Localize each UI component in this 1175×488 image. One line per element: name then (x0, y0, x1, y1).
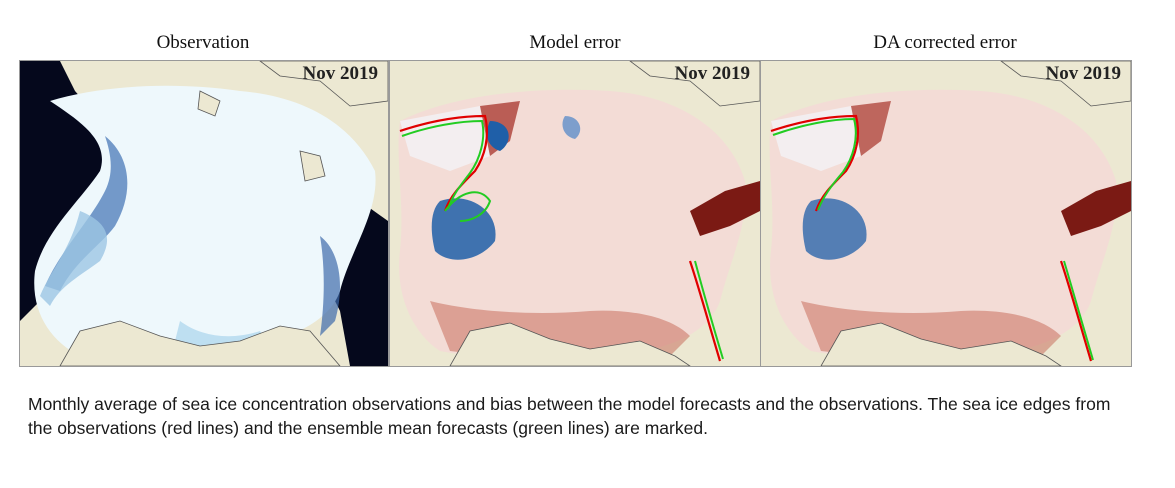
model-error-map: Nov 2019 (389, 60, 761, 367)
observation-date-label: Nov 2019 (302, 63, 378, 84)
da-corrected-error-map: Nov 2019 (760, 60, 1132, 367)
observation-map: Nov 2019 (19, 60, 389, 367)
panel-title-da-corrected-error: DA corrected error (873, 32, 1017, 53)
model-error-map-graphic (390, 61, 760, 366)
da-corrected-error-date-label: Nov 2019 (1045, 63, 1121, 84)
model-error-date-label: Nov 2019 (674, 63, 750, 84)
da-corrected-error-map-graphic (761, 61, 1131, 366)
panel-title-observation: Observation (156, 32, 250, 53)
panel-title-model-error: Model error (529, 32, 621, 53)
observation-map-graphic (20, 61, 388, 366)
figure-caption: Monthly average of sea ice concentration… (28, 394, 1111, 438)
